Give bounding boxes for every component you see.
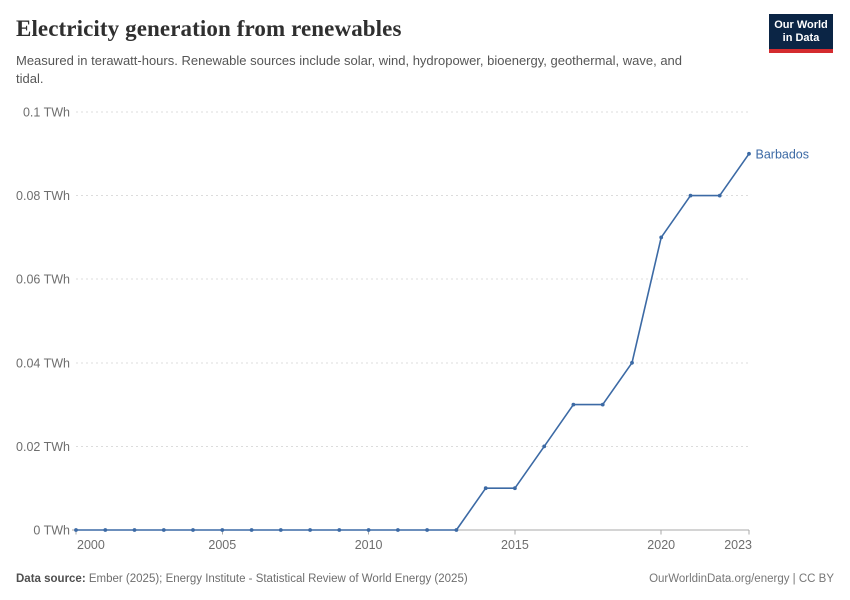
data-point[interactable] <box>220 528 225 532</box>
data-point[interactable] <box>191 528 195 532</box>
y-axis-tick-label: 0.06 TWh <box>16 273 70 287</box>
owid-logo-line2: in Data <box>782 32 820 45</box>
y-axis-tick-label: 0.08 TWh <box>16 189 70 203</box>
data-point[interactable] <box>278 528 283 532</box>
x-axis-tick-label: 2005 <box>208 538 236 552</box>
owid-logo[interactable]: Our World in Data <box>769 14 833 54</box>
data-point[interactable] <box>161 528 166 532</box>
chart-subtitle: Measured in terawatt-hours. Renewable so… <box>16 53 683 87</box>
data-point[interactable] <box>103 528 108 532</box>
data-point[interactable] <box>630 360 634 365</box>
data-source-label: Data source: <box>16 573 86 585</box>
data-point[interactable] <box>425 528 429 532</box>
x-axis-tick-label: 2020 <box>647 538 675 552</box>
page-title: Electricity generation from renewables <box>16 16 402 41</box>
x-axis-tick-label: 2023 <box>724 538 752 552</box>
data-source-note: Data source: Ember (2025); Energy Instit… <box>16 573 468 585</box>
y-axis-tick-label: 0.04 TWh <box>16 356 70 370</box>
x-axis-tick-label: 2000 <box>77 538 105 552</box>
series-end-label[interactable]: Barbados <box>756 147 810 161</box>
data-point[interactable] <box>396 528 400 532</box>
credit-link[interactable]: OurWorldinData.org/energy | CC BY <box>649 573 834 585</box>
data-point[interactable] <box>571 402 576 407</box>
x-axis-tick-label: 2010 <box>355 538 383 552</box>
data-point[interactable] <box>132 528 137 532</box>
data-point[interactable] <box>688 193 693 198</box>
data-point[interactable] <box>308 528 312 532</box>
data-point[interactable] <box>249 528 254 532</box>
data-point[interactable] <box>74 528 78 532</box>
data-point[interactable] <box>542 444 547 449</box>
data-point[interactable] <box>747 151 751 156</box>
data-source-text: Ember (2025); Energy Institute - Statist… <box>85 573 468 585</box>
data-point[interactable] <box>337 528 342 532</box>
data-point[interactable] <box>659 235 664 240</box>
series-line-barbados[interactable] <box>76 153 750 531</box>
y-axis-tick-label: 0.02 TWh <box>16 440 70 454</box>
owid-logo-line1: Our World <box>774 19 828 31</box>
data-point[interactable] <box>513 486 517 491</box>
x-axis-tick-label: 2015 <box>501 538 529 552</box>
data-point[interactable] <box>600 402 605 407</box>
data-point[interactable] <box>483 486 488 491</box>
data-point[interactable] <box>454 528 459 532</box>
y-axis-tick-label: 0 TWh <box>33 524 70 538</box>
y-axis-tick-label: 0.1 TWh <box>23 106 70 120</box>
data-point[interactable] <box>717 193 722 198</box>
data-point[interactable] <box>366 528 371 532</box>
